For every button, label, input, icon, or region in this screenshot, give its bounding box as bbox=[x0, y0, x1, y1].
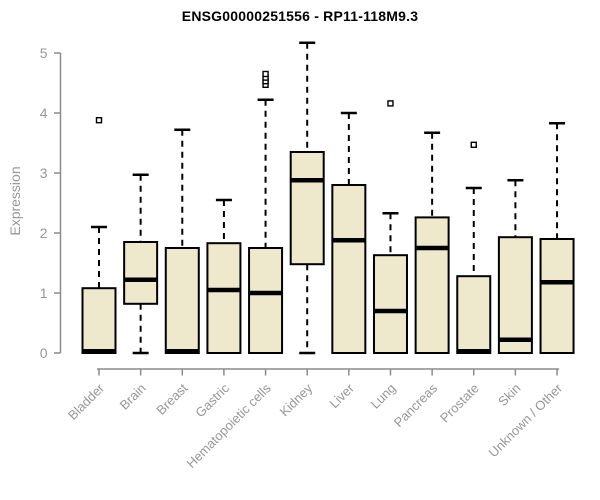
x-category-label: Brain bbox=[117, 381, 149, 413]
box-Pancreas bbox=[414, 216, 450, 354]
box-Prostate bbox=[456, 275, 492, 355]
x-category-label: Liver bbox=[326, 380, 357, 411]
box-Hematopoietic cells bbox=[248, 247, 284, 354]
x-category-label: Breast bbox=[153, 380, 190, 417]
x-category-label: Bladder bbox=[65, 380, 108, 423]
box-Skin bbox=[497, 236, 533, 354]
x-category-label: Kidney bbox=[277, 380, 316, 419]
x-category-label: Pancreas bbox=[391, 380, 441, 430]
x-category-label: Skin bbox=[495, 381, 523, 409]
box-Bladder bbox=[81, 287, 117, 355]
x-category-label: Lung bbox=[368, 381, 399, 412]
y-tick-label: 5 bbox=[40, 45, 48, 61]
outlier-point bbox=[95, 116, 103, 124]
x-category-label: Gastric bbox=[192, 380, 232, 420]
chart-title: ENSG00000251556 - RP11-118M9.3 bbox=[181, 8, 419, 24]
box-Gastric bbox=[206, 242, 242, 354]
outlier-point bbox=[262, 70, 269, 78]
outlier-point bbox=[387, 100, 394, 107]
y-tick-label: 0 bbox=[40, 345, 48, 361]
y-tick-label: 2 bbox=[40, 225, 48, 241]
box-Breast bbox=[164, 247, 200, 354]
x-category-label: Unknown / Other bbox=[486, 380, 566, 460]
y-tick-label: 1 bbox=[40, 285, 48, 301]
box-Lung bbox=[372, 254, 408, 354]
outlier-point bbox=[470, 141, 477, 149]
x-category-label: Prostate bbox=[437, 381, 482, 426]
box-Brain bbox=[123, 241, 159, 305]
y-tick-label: 3 bbox=[40, 165, 48, 181]
box-Kidney bbox=[289, 151, 325, 266]
box-Liver bbox=[331, 184, 367, 354]
box-Unknown / Other bbox=[539, 238, 575, 354]
y-tick-label: 4 bbox=[40, 105, 48, 121]
